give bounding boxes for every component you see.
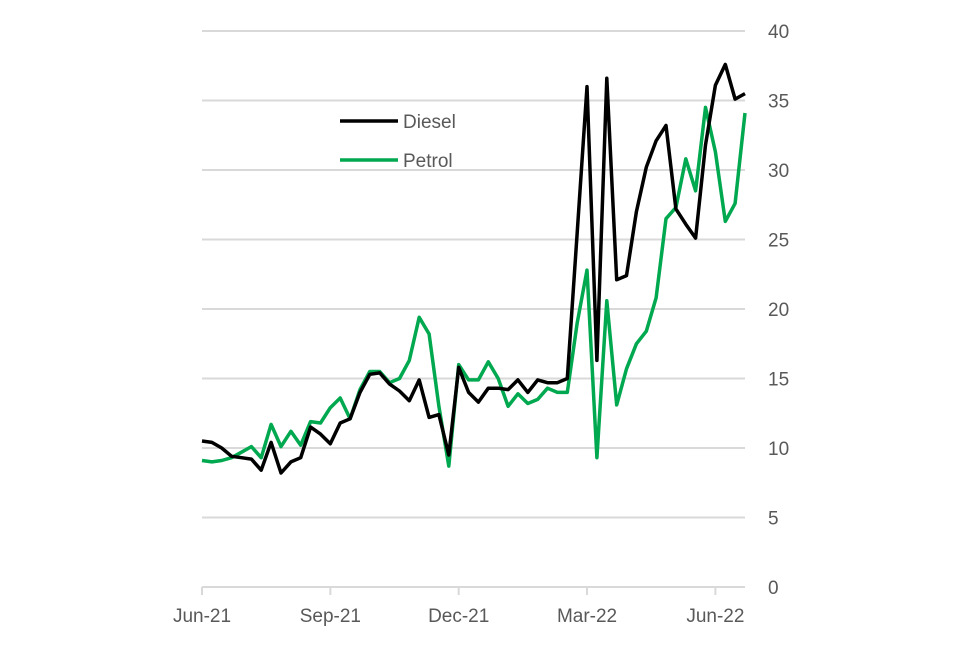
x-tick-label: Jun-21 bbox=[173, 606, 231, 627]
x-tick-label: Sep-21 bbox=[300, 606, 361, 627]
series-line-diesel bbox=[201, 62, 746, 475]
legend: Diesel Petrol bbox=[340, 112, 456, 172]
x-axis: Jun-21 Sep-21 Dec-21 Mar-22 Jun-22 bbox=[173, 586, 745, 627]
y-tick-label: 15 bbox=[768, 370, 789, 391]
y-tick-label: 5 bbox=[768, 509, 779, 530]
legend-label-petrol: Petrol bbox=[403, 151, 453, 172]
y-tick-label: 10 bbox=[768, 439, 789, 460]
y-tick-label: 40 bbox=[768, 22, 789, 43]
y-tick-label: 25 bbox=[768, 231, 789, 252]
series-line-petrol bbox=[201, 105, 747, 468]
series-lines bbox=[201, 62, 747, 475]
y-tick-label: 30 bbox=[768, 161, 789, 182]
y-tick-label: 35 bbox=[768, 92, 789, 113]
y-tick-label: 20 bbox=[768, 300, 789, 321]
x-tick-label: Mar-22 bbox=[557, 606, 617, 627]
x-tick-label: Dec-21 bbox=[428, 606, 489, 627]
y-tick-label: 0 bbox=[768, 578, 779, 599]
x-tick-label: Jun-22 bbox=[686, 606, 744, 627]
y-axis: 0 5 10 15 20 25 30 35 40 bbox=[768, 22, 789, 599]
legend-label-diesel: Diesel bbox=[403, 112, 456, 133]
